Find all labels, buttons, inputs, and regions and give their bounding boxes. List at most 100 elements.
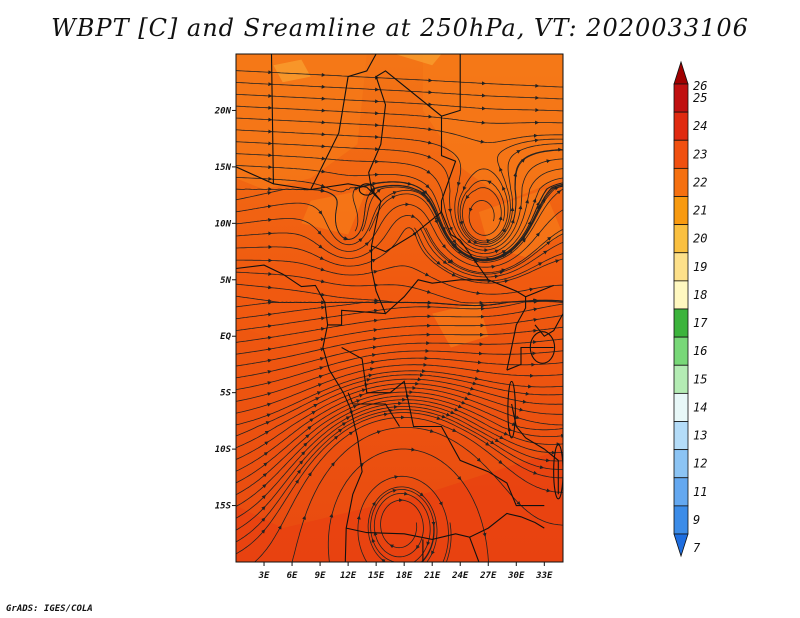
streamline [368, 188, 563, 263]
streamline-arrow [554, 186, 559, 191]
border-line [370, 200, 554, 298]
streamline-arrow [499, 167, 503, 172]
border-line [511, 403, 559, 495]
border-line [370, 245, 489, 315]
border-line [506, 296, 527, 371]
streamline-arrow [267, 370, 272, 374]
colorbar-swatch [673, 280, 689, 310]
streamline-arrow [451, 272, 457, 277]
colorbar-label: 24 [693, 119, 707, 133]
streamline-arrow [319, 356, 325, 361]
colorbar-top-arrow [673, 60, 689, 85]
colorbar-label: 12 [693, 457, 707, 471]
lon-tick-label: 33E [535, 571, 553, 581]
streamline-arrow [519, 407, 524, 412]
streamline-arrow [556, 190, 562, 195]
colorbar-label: 23 [693, 147, 707, 161]
colorbar-label: 7 [693, 541, 701, 555]
country-borders [236, 54, 563, 562]
streamline-arrow [546, 241, 551, 246]
streamline-arrow [436, 260, 441, 265]
streamline-arrow [320, 347, 325, 352]
streamline-arrow [445, 412, 451, 417]
streamline-arrow [330, 462, 335, 467]
streamline-arrow [426, 198, 431, 203]
streamline [236, 395, 563, 496]
temperature-patch [432, 302, 489, 348]
lat-tick-label: 15N [215, 163, 232, 173]
lon-tick-label: 15E [368, 571, 385, 581]
streamline-arrow [371, 538, 376, 543]
lon-tick-label: 12E [340, 571, 357, 581]
lat-tick-label: 5N [220, 276, 231, 286]
streamline-arrow [318, 374, 324, 379]
streamline-arrow [337, 428, 343, 433]
streamline-arrow [319, 256, 325, 260]
streamline [236, 412, 563, 555]
streamline [327, 448, 489, 562]
streamline-arrow [415, 544, 420, 550]
streamline-arrow [510, 219, 515, 224]
streamline-arrow [521, 238, 526, 243]
lon-tick-label: 18E [396, 571, 413, 581]
streamline-arrow [436, 416, 441, 420]
streamline-arrow [373, 531, 378, 536]
streamline-arrow [434, 219, 438, 224]
colorbar-label: 16 [693, 344, 707, 358]
streamline [512, 149, 563, 222]
streamline-arrow [371, 501, 376, 506]
streamline-arrow [508, 249, 514, 254]
streamline-arrow [296, 469, 301, 474]
colorbar-swatch [673, 167, 689, 197]
streamline-arrow [320, 183, 326, 188]
lake-outline [529, 331, 556, 364]
streamline-arrow [364, 241, 370, 247]
streamline-arrow [318, 210, 323, 215]
streamline-arrow [373, 270, 378, 274]
streamline-arrow [261, 517, 266, 522]
border-line [469, 537, 480, 562]
streamline [236, 185, 563, 262]
streamline-arrow [426, 169, 431, 174]
streamline-arrow [438, 501, 443, 506]
streamline-arrow [419, 492, 424, 497]
streamline-arrow [267, 402, 272, 407]
streamline [420, 522, 435, 562]
streamline-arrow [535, 232, 540, 237]
streamline-arrow [434, 216, 439, 222]
streamline [236, 357, 563, 402]
streamline-arrow [537, 204, 541, 209]
border-line [534, 313, 563, 337]
streamline [441, 561, 442, 562]
streamline-arrow [457, 404, 463, 409]
streamline-arrow [392, 488, 397, 493]
lon-tick-label: 3E [258, 571, 270, 581]
streamline-arrow [261, 506, 266, 511]
streamline-arrow [441, 226, 446, 232]
longitude-axis: 3E 6E 9E 12E 15E 18E 21E 24E 27E 30E 33E [258, 562, 553, 581]
streamline-arrow [261, 494, 266, 500]
streamline-arrow [520, 158, 526, 163]
streamline [236, 259, 563, 295]
streamline [236, 117, 563, 144]
border-line [341, 347, 545, 507]
lat-tick-label: 10S [215, 445, 232, 455]
streamline-arrow [261, 529, 266, 534]
lat-tick-label: 15S [215, 502, 232, 512]
lat-tick-label: EQ [220, 332, 231, 342]
streamline-arrow [311, 410, 316, 415]
streamline [236, 227, 563, 284]
streamline-arrow [462, 186, 467, 191]
colorbar-label: 22 [693, 175, 707, 189]
streamline-arrow [501, 250, 507, 254]
temperature-patch [394, 54, 442, 66]
streamline [236, 70, 563, 88]
streamline-arrow [473, 240, 478, 244]
streamline-arrow [320, 267, 325, 272]
streamline-arrow [431, 550, 435, 555]
streamline [236, 184, 563, 261]
streamline-arrow [494, 249, 500, 254]
colorbar-label: 20 [693, 232, 707, 246]
streamline-arrow [344, 236, 349, 241]
